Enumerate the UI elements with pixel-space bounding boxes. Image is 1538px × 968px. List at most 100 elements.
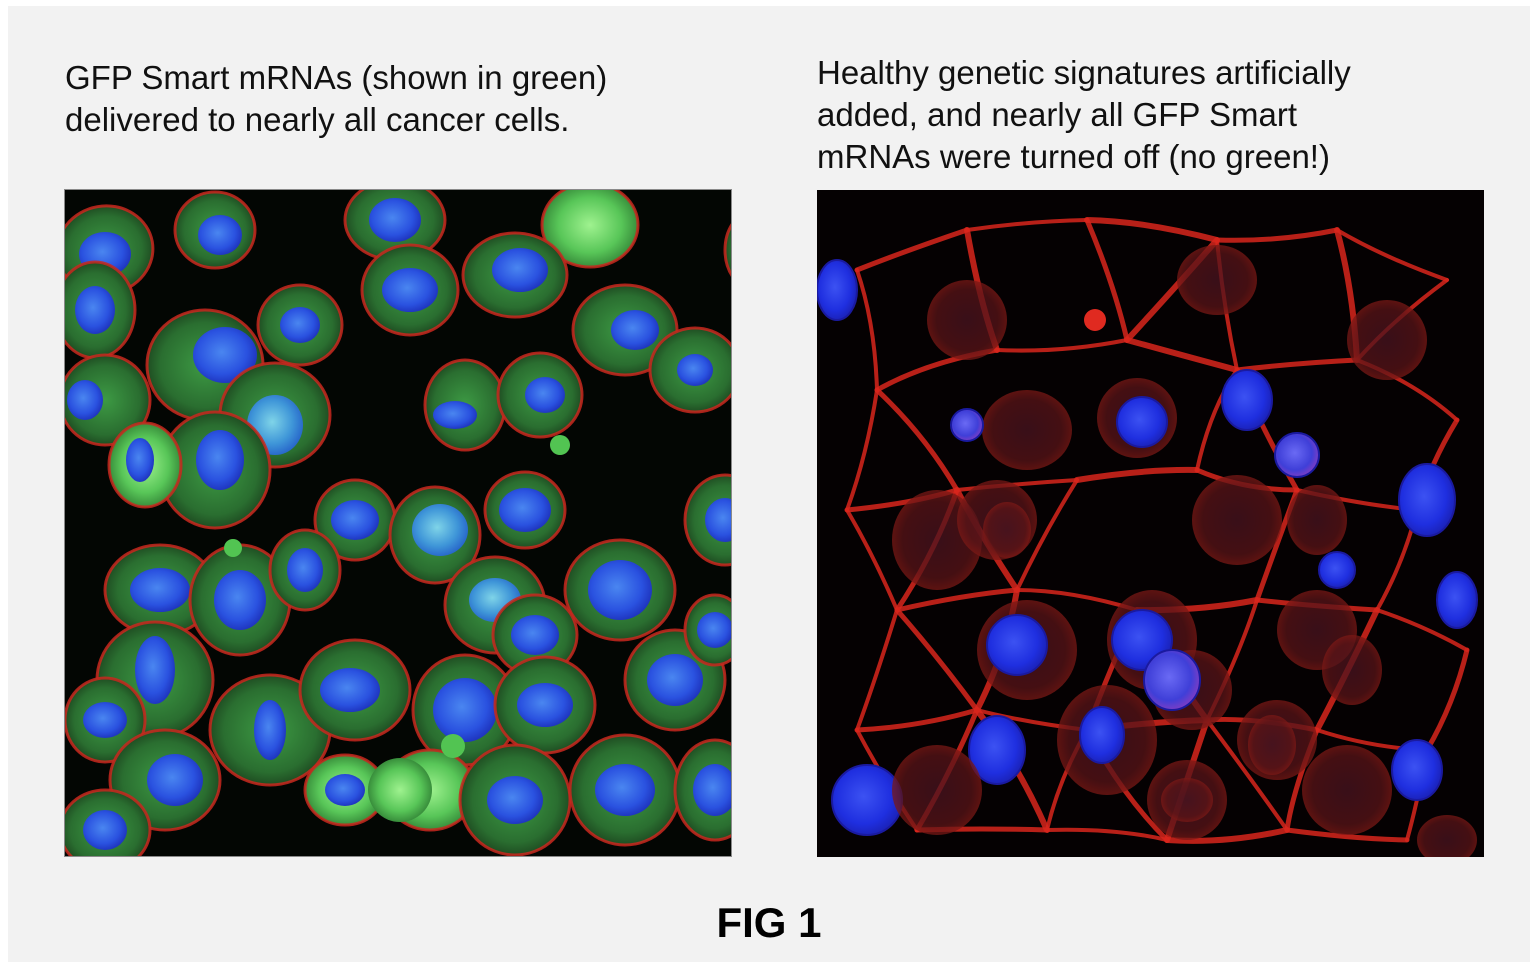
cell-nucleus [511, 615, 559, 655]
cell-nucleus [1436, 571, 1478, 629]
figure-label: FIG 1 [716, 899, 822, 946]
cell-body [540, 190, 640, 269]
cell-body [983, 502, 1031, 558]
cell-nucleus [287, 548, 323, 592]
cell-nucleus [382, 268, 438, 312]
cell-nucleus [525, 377, 565, 413]
cell-nucleus [831, 764, 903, 836]
cell-body [1287, 485, 1347, 555]
cell-layer [65, 190, 731, 856]
cell-nucleus [968, 715, 1026, 785]
cell-nucleus [1079, 706, 1125, 764]
membrane-strand [965, 218, 1089, 232]
cell-nucleus [135, 636, 175, 704]
red-cells-micrograph-image [817, 190, 1484, 857]
caption-line: added, and nearly all GFP Smart [817, 96, 1297, 133]
cell-nucleus [487, 776, 543, 824]
membrane-strand [874, 387, 960, 493]
vesicle [1084, 309, 1106, 331]
membrane-strand [854, 707, 980, 733]
cell-body [1161, 778, 1213, 822]
left-panel-caption: GFP Smart mRNAs (shown in green) deliver… [65, 57, 607, 141]
cell-nucleus [950, 408, 984, 442]
membrane-strand [1214, 227, 1340, 243]
membrane-strand [845, 388, 879, 512]
membrane-strand [995, 338, 1129, 353]
cell-body [723, 223, 731, 277]
red-cells-micrograph [817, 190, 1484, 857]
membrane-strand [1284, 827, 1410, 843]
gfp-vesicle [441, 734, 465, 758]
cell-nucleus [817, 259, 858, 321]
cell-nucleus [1391, 739, 1443, 801]
cell-body [65, 353, 152, 447]
cell-nucleus [369, 198, 421, 242]
cell-body [982, 390, 1072, 470]
gfp-vesicle [224, 539, 242, 557]
caption-line: Healthy genetic signatures artificially [817, 54, 1351, 91]
cell-nucleus [83, 702, 127, 738]
membrane-strand [1084, 217, 1130, 343]
cell-nucleus [83, 810, 127, 850]
cell-nucleus [331, 500, 379, 540]
cell-nucleus [196, 430, 244, 490]
cell-body [1302, 745, 1392, 835]
membrane-strand [1375, 608, 1469, 652]
cell-nucleus [595, 764, 655, 816]
cell-body [1347, 300, 1427, 380]
membrane-strand [1045, 827, 1169, 842]
cell-nucleus [325, 774, 365, 806]
membrane-strand [855, 608, 899, 732]
membrane-strand [1205, 718, 1289, 832]
caption-line: mRNAs were turned off (no green!) [817, 138, 1330, 175]
cell-nucleus [433, 678, 497, 742]
caption-line: GFP Smart mRNAs (shown in green) [65, 59, 608, 96]
membrane-strand [1084, 217, 1220, 243]
cell-nucleus [1221, 369, 1273, 431]
cell-nucleus [1116, 396, 1168, 448]
membrane-strand [1124, 337, 1240, 373]
membrane-strand [845, 508, 899, 612]
cell-nucleus [320, 668, 380, 712]
cell-nucleus [214, 570, 266, 630]
cell-nucleus [75, 286, 115, 334]
membrane-strand [894, 607, 980, 713]
cell-nucleus [647, 654, 703, 706]
cell-nucleus [693, 764, 731, 816]
cell-nucleus [254, 700, 286, 760]
membrane-strand [1015, 478, 1079, 592]
membrane-strand [1074, 466, 1200, 483]
right-panel-caption: Healthy genetic signatures artificially … [817, 52, 1351, 178]
cell-nucleus [499, 488, 551, 532]
cell-nucleus [412, 504, 468, 556]
cell-nucleus [130, 568, 190, 612]
cell-body [927, 280, 1007, 360]
cell-nucleus [126, 438, 154, 482]
gfp-vesicle [550, 435, 570, 455]
cell-body [1177, 245, 1257, 315]
cell-layer [817, 245, 1478, 857]
cell-body [1322, 635, 1382, 705]
cell-nucleus [198, 215, 242, 255]
cell-nucleus [433, 401, 477, 429]
cell-nucleus [193, 327, 257, 383]
gfp-vesicle [368, 758, 432, 822]
membrane-strand [854, 227, 970, 273]
membrane-strand [1335, 228, 1449, 282]
cell-nucleus [517, 683, 573, 727]
cell-nucleus [147, 754, 203, 806]
cell-nucleus [1398, 463, 1456, 537]
gfp-cells-micrograph [64, 189, 732, 857]
membrane-strand [855, 268, 879, 392]
membrane-strand [955, 478, 1079, 492]
cell-nucleus [986, 614, 1048, 676]
membrane-strand [894, 587, 1020, 613]
cell-nucleus [677, 354, 713, 386]
caption-line: delivered to nearly all cancer cells. [65, 101, 570, 138]
cell-body [892, 745, 982, 835]
cell-nucleus [611, 310, 659, 350]
cell-nucleus [280, 307, 320, 343]
cell-body [1417, 815, 1477, 857]
cell-nucleus [492, 248, 548, 292]
cell-nucleus [1318, 551, 1356, 589]
